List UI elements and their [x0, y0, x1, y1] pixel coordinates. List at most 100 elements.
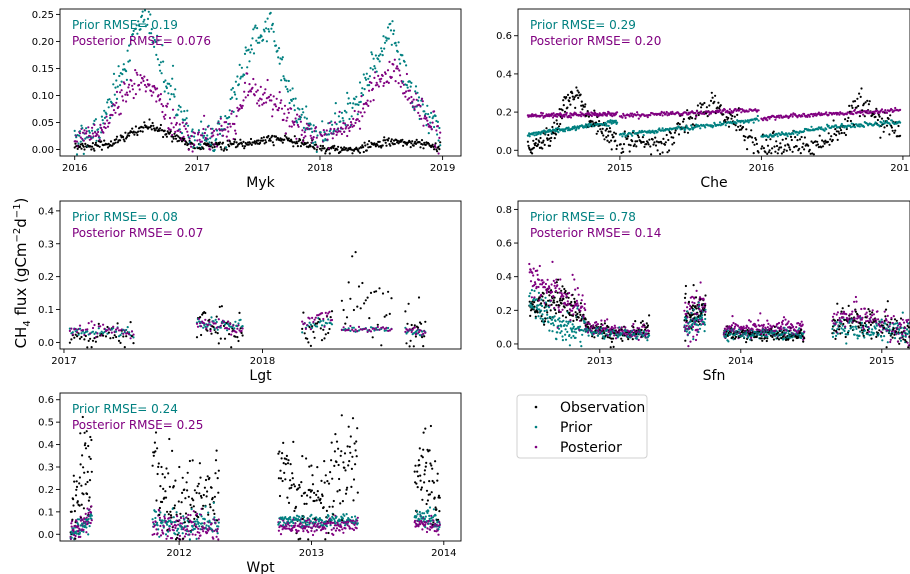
point-observation: [800, 328, 803, 331]
point-prior: [168, 82, 171, 85]
point-posterior: [388, 60, 391, 64]
point-posterior: [352, 330, 355, 333]
point-observation: [542, 299, 545, 302]
point-observation: [94, 141, 97, 144]
point-observation: [596, 130, 600, 133]
point-observation: [816, 143, 820, 146]
point-observation: [262, 136, 265, 139]
point-prior: [537, 291, 541, 294]
point-observation: [627, 143, 631, 146]
point-observation: [828, 143, 831, 146]
point-observation: [112, 336, 115, 339]
point-observation: [809, 152, 812, 155]
point-observation: [268, 137, 271, 140]
point-posterior: [552, 279, 555, 282]
point-prior: [638, 332, 641, 336]
point-prior: [263, 30, 266, 33]
point-observation: [87, 339, 90, 342]
point-prior: [357, 103, 360, 106]
point-observation: [678, 123, 681, 126]
point-observation: [123, 346, 126, 349]
point-observation: [880, 117, 884, 120]
point-posterior: [700, 110, 703, 113]
point-posterior: [403, 91, 406, 95]
point-observation: [357, 150, 360, 153]
point-posterior: [580, 299, 583, 302]
point-observation: [570, 300, 573, 304]
point-posterior: [562, 295, 565, 298]
point-observation: [622, 150, 625, 153]
point-observation: [745, 341, 748, 344]
point-observation: [349, 297, 352, 300]
point-posterior: [686, 306, 689, 309]
point-observation: [571, 304, 574, 307]
point-prior: [78, 130, 82, 133]
point-observation: [773, 145, 776, 148]
point-prior: [752, 121, 755, 124]
point-observation: [413, 324, 416, 327]
point-observation: [340, 146, 343, 149]
point-posterior: [75, 140, 79, 143]
point-observation: [207, 143, 210, 146]
point-posterior: [786, 322, 789, 325]
point-posterior: [789, 329, 792, 332]
point-observation: [541, 141, 545, 144]
point-prior: [803, 130, 806, 133]
point-prior: [563, 323, 566, 326]
point-prior: [352, 102, 355, 105]
point-prior: [700, 323, 703, 326]
point-observation: [641, 320, 644, 323]
point-posterior: [92, 135, 95, 138]
point-posterior: [349, 324, 352, 328]
point-prior: [97, 327, 100, 330]
point-posterior: [588, 323, 591, 326]
point-observation: [645, 143, 648, 146]
point-posterior: [547, 285, 551, 288]
point-observation: [260, 137, 263, 140]
point-posterior: [671, 110, 674, 113]
point-observation: [97, 144, 100, 147]
point-posterior: [695, 115, 698, 118]
point-posterior: [198, 317, 201, 320]
point-observation: [390, 138, 393, 141]
point-prior: [319, 320, 322, 323]
point-posterior: [134, 69, 137, 72]
point-prior: [551, 322, 555, 325]
point-prior: [843, 329, 846, 333]
point-observation: [660, 142, 663, 145]
point-observation: [853, 123, 856, 127]
point-observation: [364, 144, 367, 147]
point-posterior: [689, 340, 692, 343]
point-observation: [860, 87, 863, 90]
point-posterior: [691, 295, 694, 298]
point-prior: [602, 335, 605, 338]
point-observation: [636, 134, 640, 137]
point-observation: [320, 149, 323, 152]
point-observation: [780, 337, 783, 340]
point-posterior: [601, 323, 604, 327]
point-posterior: [592, 332, 595, 335]
point-observation: [420, 322, 423, 325]
point-posterior: [782, 316, 786, 319]
point-posterior: [836, 311, 840, 314]
point-posterior: [364, 327, 367, 330]
point-posterior: [849, 112, 853, 115]
point-prior: [703, 323, 707, 326]
point-prior: [561, 335, 564, 338]
point-posterior: [694, 320, 697, 323]
point-observation: [433, 148, 436, 151]
point-posterior: [431, 121, 434, 124]
point-observation: [664, 141, 667, 144]
point-posterior: [590, 329, 593, 332]
point-prior: [126, 326, 129, 329]
point-prior: [270, 27, 273, 30]
point-posterior: [638, 327, 641, 330]
point-observation: [423, 141, 426, 144]
point-observation: [750, 129, 753, 132]
point-posterior: [611, 115, 614, 118]
point-posterior: [359, 328, 362, 331]
point-posterior: [413, 326, 416, 329]
axes-frame-lgt: [59, 200, 462, 350]
point-prior: [130, 38, 133, 41]
